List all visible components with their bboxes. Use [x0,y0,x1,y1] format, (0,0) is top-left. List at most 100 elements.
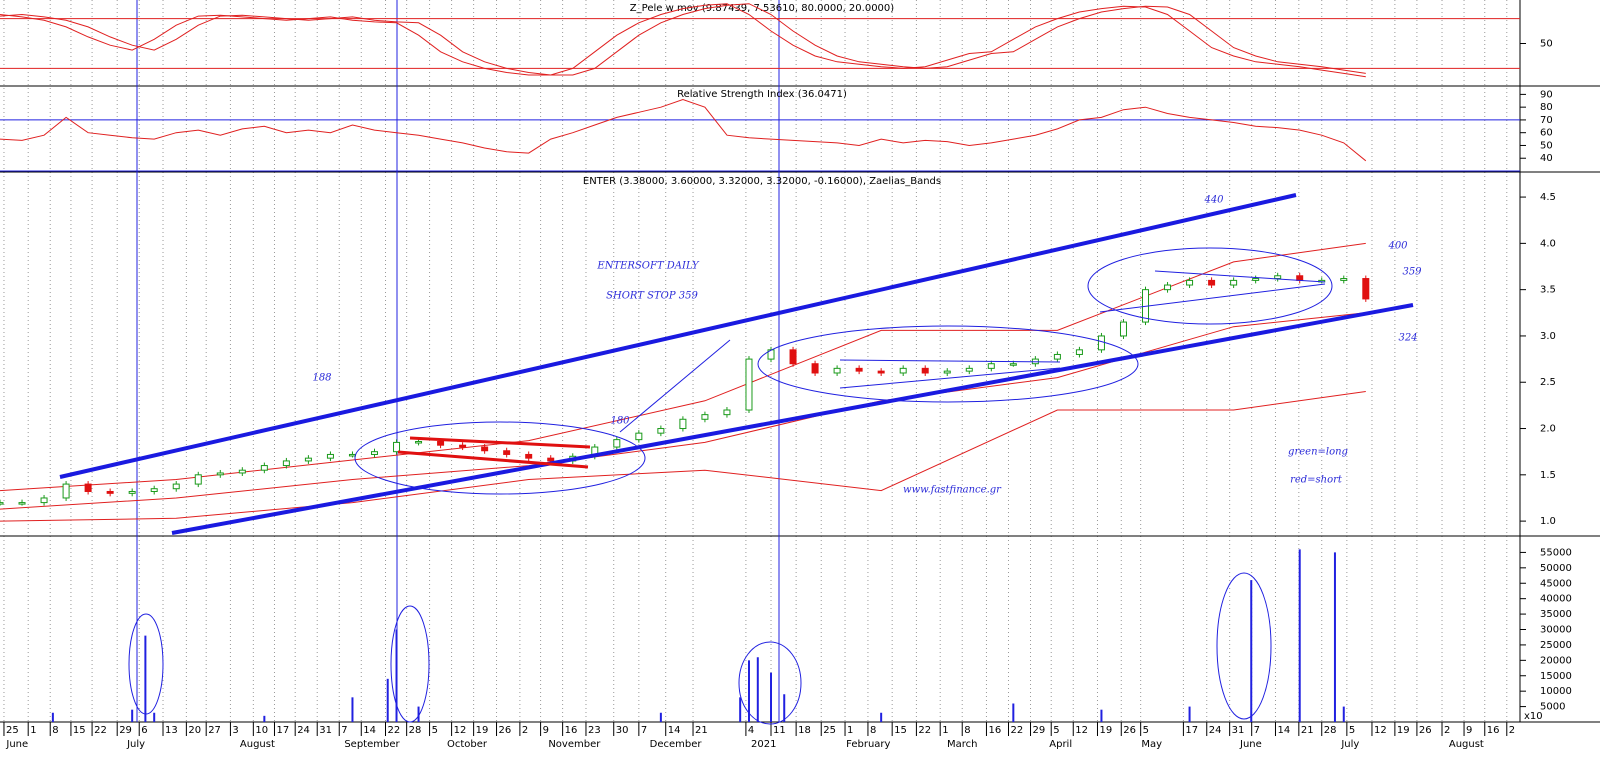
series-line [0,312,1366,510]
x-tick-label: 1 [847,725,853,736]
candle [723,409,731,416]
candle [1097,335,1105,351]
y-tick-label: 3.5 [1540,285,1556,296]
candle [238,469,246,474]
month-label: November [548,739,601,750]
candle [106,490,114,494]
ellipse [1087,247,1333,325]
candle [855,367,863,372]
x-tick-label: 5 [1053,725,1059,736]
series-line [0,98,1367,162]
month-label: October [447,739,488,750]
candle [1362,278,1370,300]
candle [921,367,929,374]
month-label: May [1141,739,1162,750]
candle [260,465,268,471]
candle [1053,353,1061,360]
candle [216,472,224,476]
drawings [59,193,1414,725]
x-tick-label: 1 [942,725,948,736]
x-tick-label: 28 [409,725,422,736]
x-tick-label: 20 [188,725,201,736]
x-tick-label: 17 [276,725,289,736]
y-tick-label: 70 [1540,115,1553,126]
candle [1119,321,1127,337]
y-tick-label: 60 [1540,128,1553,139]
annotation: 188 [312,373,331,384]
y-tick-label: 40000 [1540,594,1572,605]
month-label: April [1049,739,1072,750]
annotation: 359 [1402,267,1422,278]
x-tick-label: 3 [232,725,238,736]
y-tick-label: 3.0 [1540,331,1556,342]
x-tick-label: 26 [499,725,512,736]
candle [899,367,907,374]
candle [393,441,401,453]
x-tick-label: 2 [522,725,528,736]
ellipse [354,421,646,495]
candle [1296,275,1304,281]
series-line [0,242,1366,492]
y-tick-label: 80 [1540,102,1553,113]
y-tick-label: 40 [1540,153,1553,164]
x-tick-label: 14 [668,725,681,736]
candle [282,460,290,467]
ellipse [128,613,164,715]
x-tick-label: 29 [1033,725,1046,736]
month-label: September [344,739,400,750]
candle [1252,278,1260,281]
candle [1164,284,1172,291]
y-tick-label: 35000 [1540,609,1572,620]
x-tick-label: 2 [1509,725,1515,736]
x-tick-label: 14 [1277,725,1290,736]
candle [304,457,312,462]
month-label: August [240,739,275,750]
x-tick-label: 9 [543,725,549,736]
candle [1274,275,1282,280]
y-tick-label: 1.5 [1540,470,1556,481]
y-tick-label: 50 [1540,140,1553,151]
candle [481,446,489,452]
x-tick-label: 25 [6,725,19,736]
candle [18,502,26,505]
annotation: 440 [1203,195,1224,206]
x-tick-label: 24 [297,725,310,736]
candle [789,349,797,365]
x-tick-label: 8 [870,725,876,736]
trend-line [839,367,1061,389]
x-tick-label: 31 [1232,725,1245,736]
x-tick-label: 18 [798,725,811,736]
trend-line [409,436,591,449]
candle [0,502,4,505]
month-label: March [947,739,977,750]
month-label: February [846,739,890,750]
y-tick-label: 4.0 [1540,238,1556,249]
trend-line [171,303,1414,535]
y-tick-label: 45000 [1540,578,1572,589]
series-line [0,3,1366,76]
candle [701,414,709,420]
y-tick-label: 4.5 [1540,192,1556,203]
x-tick-label: 12 [1075,725,1088,736]
x-tick-label: 5 [1349,725,1355,736]
candle [1009,363,1017,366]
x-tick-label: 15 [73,725,86,736]
month-label: 2021 [751,739,776,750]
x-tick-label: 16 [988,725,1001,736]
candle [1230,279,1238,286]
candle [1075,349,1083,355]
candle [1186,279,1194,286]
candle [172,483,180,490]
annotation: www.fastfinance.gr [903,485,1002,496]
x-tick-label: 28 [1324,725,1337,736]
x-tick-label: 8 [52,725,58,736]
candle [745,358,753,411]
x-tick-label: 4 [748,725,754,736]
trend-line [397,450,589,469]
candle [326,453,334,459]
month-label: July [126,739,145,750]
candle [348,453,356,457]
y-tick-label: 30000 [1540,625,1572,636]
ellipse [738,641,802,725]
